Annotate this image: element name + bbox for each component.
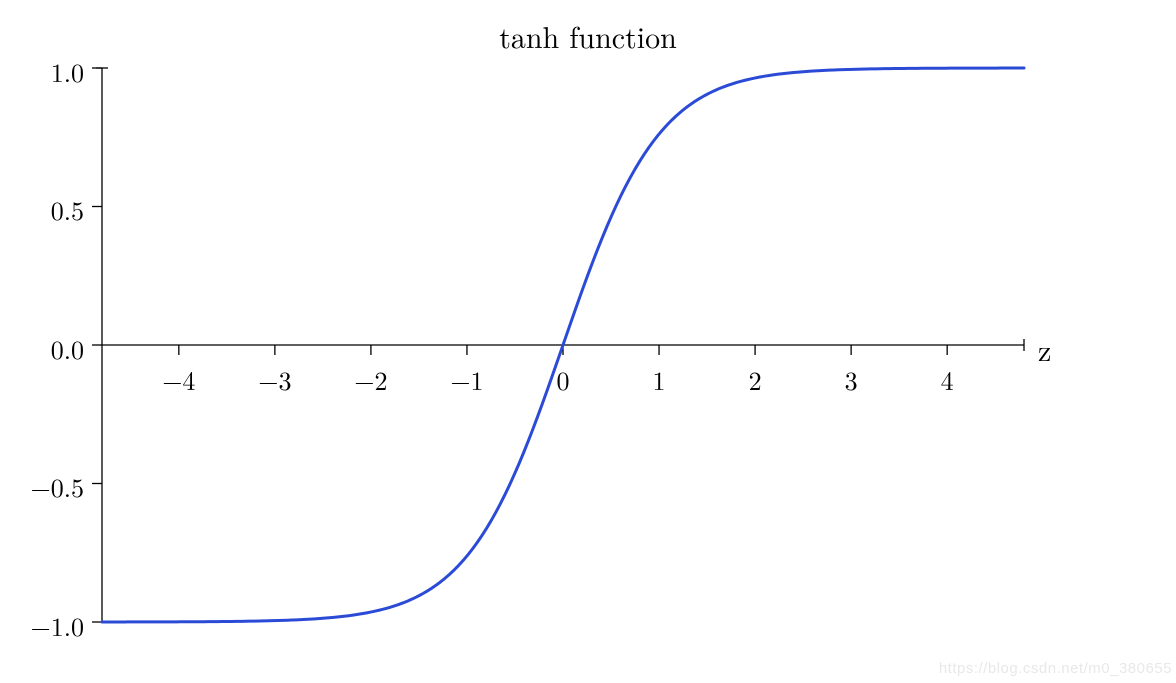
y-tick-label: 1.0: [51, 53, 84, 90]
x-tick-label: 0: [533, 361, 593, 398]
x-axis-label: z: [1038, 327, 1051, 370]
y-tick-label: 0.0: [51, 330, 84, 367]
x-tick-label: 4: [917, 361, 977, 398]
x-tick-label: −1: [437, 361, 497, 398]
chart-container: tanh function z −1.0 −0.5 0.0 0.5 1.0 −4 −3 −2−…: [0, 0, 1176, 683]
y-tick-label: 0.5: [51, 191, 84, 228]
x-tick-label: −4: [149, 361, 209, 398]
y-tick-label: −1.0: [31, 607, 84, 644]
y-tick-label: −0.5: [31, 468, 84, 505]
x-tick-label: 3: [821, 361, 881, 398]
x-tick-label: 1: [629, 361, 689, 398]
x-tick-label: −3: [245, 361, 305, 398]
watermark: https://blog.csdn.net/m0_380655: [939, 660, 1172, 677]
x-tick-label: −2: [341, 361, 401, 398]
chart-title: tanh function: [0, 14, 1176, 57]
x-tick-label: 2: [725, 361, 785, 398]
plot-svg: [0, 0, 1176, 683]
